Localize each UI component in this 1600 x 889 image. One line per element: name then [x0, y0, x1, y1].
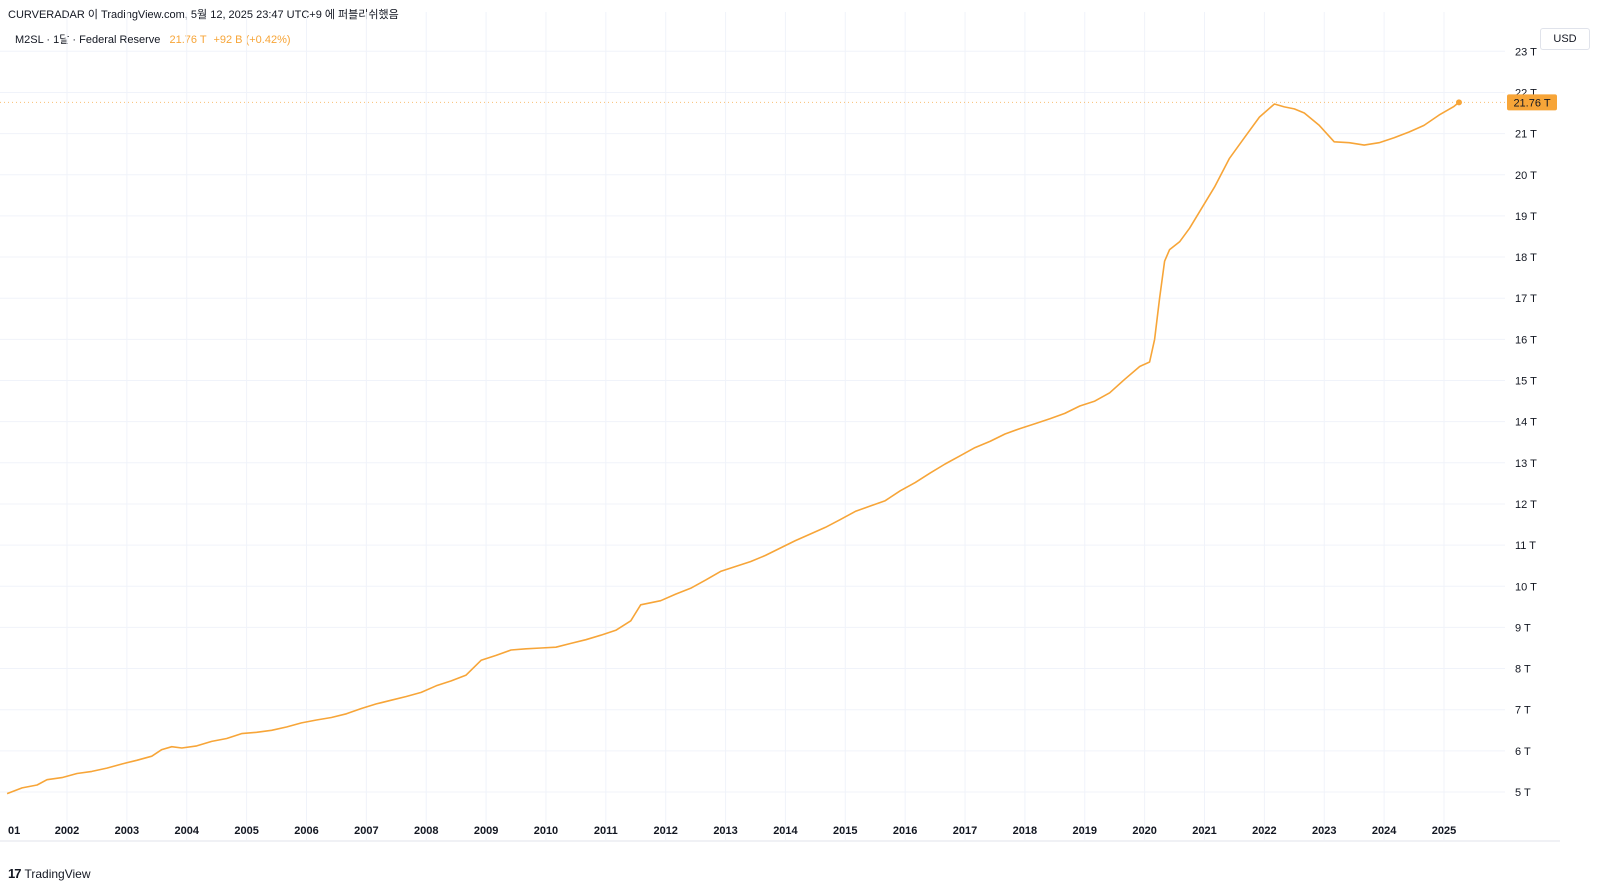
x-tick-label: 2018 [1013, 825, 1037, 837]
x-tick-label: 2011 [594, 825, 618, 837]
x-tick-label: 2002 [55, 825, 79, 837]
x-tick-label: 2015 [833, 825, 857, 837]
price-scale: 5 T 6 T 7 T 8 T 9 T 10 T 11 T 12 T 13 T 14 T 15 T 1… [1507, 46, 1557, 799]
y-tick-label: 18 T [1515, 252, 1537, 264]
x-tick-label: 2007 [354, 825, 378, 837]
y-tick-label: 12 T [1515, 499, 1537, 511]
series-legend[interactable]: M2SL · 1달 · Federal Reserve 21.76 T +92 … [15, 31, 291, 47]
series-line [6, 101, 1460, 795]
last-value-badge [1507, 94, 1557, 111]
y-tick-label: 5 T [1515, 787, 1531, 799]
y-tick-label: 17 T [1515, 293, 1537, 305]
y-tick-label: 11 T [1515, 540, 1536, 552]
y-tick-label: 21 T [1515, 129, 1537, 141]
x-tick-label: 2025 [1432, 825, 1456, 837]
x-tick-label: 2021 [1192, 825, 1216, 837]
x-tick-label: 2016 [893, 825, 917, 837]
footer-brand[interactable]: 17 TradingView [8, 866, 91, 881]
y-tick-label: 23 T [1515, 46, 1537, 58]
x-tick-label: 2023 [1312, 825, 1336, 837]
tradingview-logo-icon: 17 [8, 866, 22, 881]
x-tick-label: 2019 [1073, 825, 1097, 837]
plot-area [0, 99, 1505, 795]
y-tick-label: 15 T [1515, 376, 1537, 388]
x-tick-label: 2004 [174, 825, 199, 837]
y-tick-label: 10 T [1515, 581, 1537, 593]
time-scale: 01 2002 2003 2004 2005 2006 2007 2008 2009 2010 20… [8, 825, 1456, 837]
x-tick-label: 2003 [115, 825, 139, 837]
chart-grid [0, 12, 1560, 842]
y-tick-label: 13 T [1515, 458, 1537, 470]
legend-change: +92 B (+0.42%) [213, 34, 291, 46]
legend-symbol: M2SL · 1달 · Federal Reserve [15, 34, 161, 46]
last-value-label: 21.76 T [1513, 97, 1550, 109]
x-tick-label: 2005 [234, 825, 258, 837]
x-tick-label: 2010 [534, 825, 558, 837]
legend-value: 21.76 T [169, 34, 207, 46]
y-tick-label: 16 T [1515, 334, 1537, 346]
y-tick-label: 19 T [1515, 211, 1537, 223]
y-tick-label: 9 T [1515, 622, 1531, 634]
publication-attribution: CURVERADAR 이 TradingView.com, 5월 12, 202… [8, 9, 399, 21]
x-tick-label: 2013 [713, 825, 737, 837]
x-tick-label: 2014 [773, 825, 798, 837]
y-tick-label: 8 T [1515, 664, 1531, 676]
y-tick-label: 6 T [1515, 746, 1531, 758]
currency-button[interactable]: USD [1540, 28, 1590, 50]
x-tick-label: 2020 [1132, 825, 1156, 837]
brand-name: TradingView [24, 866, 91, 881]
y-tick-label: 20 T [1515, 170, 1537, 182]
last-point-marker [1455, 99, 1462, 106]
y-tick-label: 7 T [1515, 705, 1531, 717]
x-tick-label: 2017 [953, 825, 977, 837]
x-tick-label: 2024 [1372, 825, 1397, 837]
x-tick-label: 2009 [474, 825, 498, 837]
x-tick-label: 01 [8, 825, 20, 837]
x-tick-label: 2006 [294, 825, 318, 837]
y-tick-label: 14 T [1515, 417, 1537, 429]
x-tick-label: 2022 [1252, 825, 1276, 837]
x-tick-label: 2012 [653, 825, 677, 837]
x-tick-label: 2008 [414, 825, 438, 837]
